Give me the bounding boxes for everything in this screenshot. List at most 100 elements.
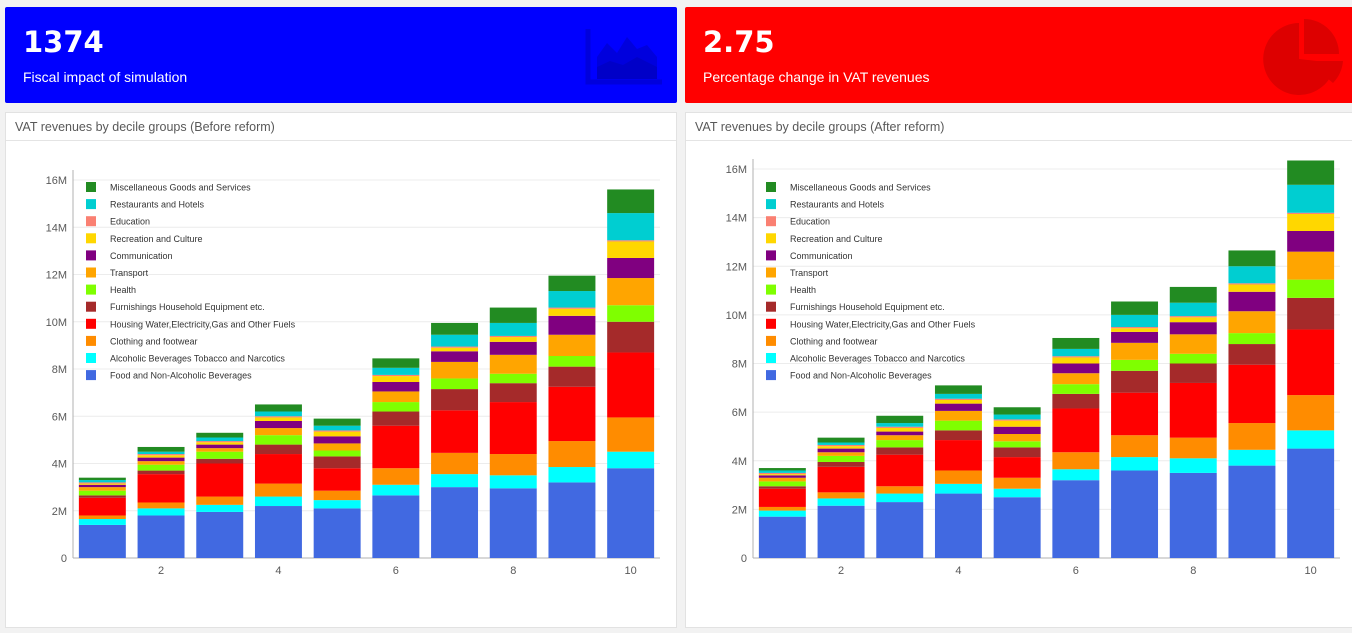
- bar-segment[interactable]: [313, 468, 361, 491]
- legend-swatch[interactable]: [766, 182, 776, 192]
- legend-swatch[interactable]: [86, 335, 96, 346]
- bar-segment[interactable]: [1287, 230, 1335, 252]
- bar-segment[interactable]: [196, 458, 244, 464]
- bar-segment[interactable]: [137, 461, 185, 465]
- bar-segment[interactable]: [1228, 465, 1276, 558]
- bar-segment[interactable]: [934, 470, 982, 484]
- bar-segment[interactable]: [817, 452, 865, 456]
- bar-segment[interactable]: [876, 486, 924, 494]
- bar-segment[interactable]: [78, 482, 126, 484]
- bar-segment[interactable]: [607, 241, 655, 258]
- bar-segment[interactable]: [1228, 333, 1276, 345]
- bar-segment[interactable]: [758, 468, 806, 471]
- bar-segment[interactable]: [934, 403, 982, 411]
- bar-segment[interactable]: [993, 426, 1041, 435]
- bar-segment[interactable]: [431, 452, 479, 475]
- bar-segment[interactable]: [254, 411, 302, 417]
- bar-segment[interactable]: [78, 477, 126, 481]
- bar-segment[interactable]: [78, 480, 126, 483]
- legend-swatch[interactable]: [86, 267, 96, 278]
- bar-segment[interactable]: [1111, 435, 1159, 458]
- bar-segment[interactable]: [876, 502, 924, 558]
- legend-swatch[interactable]: [766, 353, 776, 363]
- legend-label[interactable]: Clothing and footwear: [790, 336, 878, 346]
- bar-segment[interactable]: [489, 307, 537, 323]
- bar-segment[interactable]: [196, 444, 244, 449]
- legend-swatch[interactable]: [86, 301, 96, 312]
- legend-swatch[interactable]: [86, 284, 96, 295]
- bar-segment[interactable]: [548, 467, 596, 483]
- bar-segment[interactable]: [1169, 286, 1217, 303]
- bar-segment[interactable]: [934, 440, 982, 471]
- bar-segment[interactable]: [758, 481, 806, 487]
- bar-segment[interactable]: [137, 454, 185, 456]
- kpi-card-fiscal-impact[interactable]: 1374 Fiscal impact of simulation: [5, 7, 677, 103]
- bar-segment[interactable]: [254, 420, 302, 429]
- bar-segment[interactable]: [607, 417, 655, 452]
- bar-segment[interactable]: [934, 385, 982, 394]
- bar-segment[interactable]: [254, 444, 302, 455]
- bar-segment[interactable]: [607, 278, 655, 306]
- bar-segment[interactable]: [1169, 363, 1217, 383]
- bar-segment[interactable]: [1052, 452, 1100, 470]
- legend-swatch[interactable]: [86, 182, 96, 192]
- legend-label[interactable]: Housing Water,Electricity,Gas and Other …: [110, 319, 296, 329]
- bar-segment[interactable]: [137, 515, 185, 558]
- bar-segment[interactable]: [1287, 212, 1335, 214]
- bar-segment[interactable]: [934, 430, 982, 441]
- bar-segment[interactable]: [1228, 266, 1276, 284]
- bar-segment[interactable]: [993, 477, 1041, 489]
- bar-segment[interactable]: [254, 428, 302, 436]
- bar-segment[interactable]: [1228, 364, 1276, 424]
- bar-segment[interactable]: [1228, 250, 1276, 267]
- bar-segment[interactable]: [817, 437, 865, 443]
- bar-segment[interactable]: [137, 502, 185, 509]
- bar-segment[interactable]: [993, 434, 1041, 442]
- bar-segment[interactable]: [431, 487, 479, 558]
- legend-label[interactable]: Health: [110, 285, 136, 295]
- bar-segment[interactable]: [137, 470, 185, 475]
- bar-segment[interactable]: [1287, 448, 1335, 558]
- bar-segment[interactable]: [548, 275, 596, 292]
- bar-segment[interactable]: [1169, 317, 1217, 323]
- bar-segment[interactable]: [254, 416, 302, 418]
- bar-segment[interactable]: [1111, 342, 1159, 360]
- legend-swatch[interactable]: [766, 318, 776, 329]
- legend-label[interactable]: Furnishings Household Equipment etc.: [790, 302, 945, 312]
- bar-segment[interactable]: [1111, 359, 1159, 371]
- legend-swatch[interactable]: [766, 216, 776, 227]
- bar-segment[interactable]: [1287, 160, 1335, 185]
- bar-segment[interactable]: [78, 483, 126, 485]
- bar-segment[interactable]: [78, 495, 126, 498]
- legend-label[interactable]: Education: [110, 217, 150, 227]
- bar-segment[interactable]: [1052, 373, 1100, 385]
- bar-segment[interactable]: [254, 417, 302, 421]
- bar-segment[interactable]: [1228, 284, 1276, 292]
- legend-swatch[interactable]: [86, 250, 96, 261]
- bar-segment[interactable]: [548, 315, 596, 335]
- bar-segment[interactable]: [1228, 311, 1276, 334]
- bar-segment[interactable]: [1169, 334, 1217, 354]
- bar-segment[interactable]: [196, 441, 244, 443]
- bar-segment[interactable]: [876, 427, 924, 432]
- legend-label[interactable]: Furnishings Household Equipment etc.: [110, 302, 265, 312]
- legend-label[interactable]: Alcoholic Beverages Tobacco and Narcotic…: [110, 354, 285, 364]
- bar-segment[interactable]: [934, 483, 982, 494]
- bar-segment[interactable]: [431, 378, 479, 390]
- bar-segment[interactable]: [607, 468, 655, 558]
- bar-segment[interactable]: [431, 361, 479, 379]
- bar-segment[interactable]: [313, 450, 361, 457]
- bar-segment[interactable]: [372, 468, 420, 485]
- bar-segment[interactable]: [758, 477, 806, 482]
- bar-segment[interactable]: [1228, 344, 1276, 365]
- legend-swatch[interactable]: [766, 199, 776, 210]
- bar-segment[interactable]: [1287, 279, 1335, 298]
- bar-segment[interactable]: [196, 463, 244, 497]
- legend-label[interactable]: Miscellaneous Goods and Services: [110, 183, 251, 193]
- legend-label[interactable]: Restaurants and Hotels: [110, 200, 205, 210]
- bar-segment[interactable]: [1228, 423, 1276, 450]
- bar-segment[interactable]: [78, 490, 126, 496]
- bar-segment[interactable]: [1052, 480, 1100, 558]
- bar-segment[interactable]: [196, 437, 244, 442]
- bar-segment[interactable]: [137, 455, 185, 458]
